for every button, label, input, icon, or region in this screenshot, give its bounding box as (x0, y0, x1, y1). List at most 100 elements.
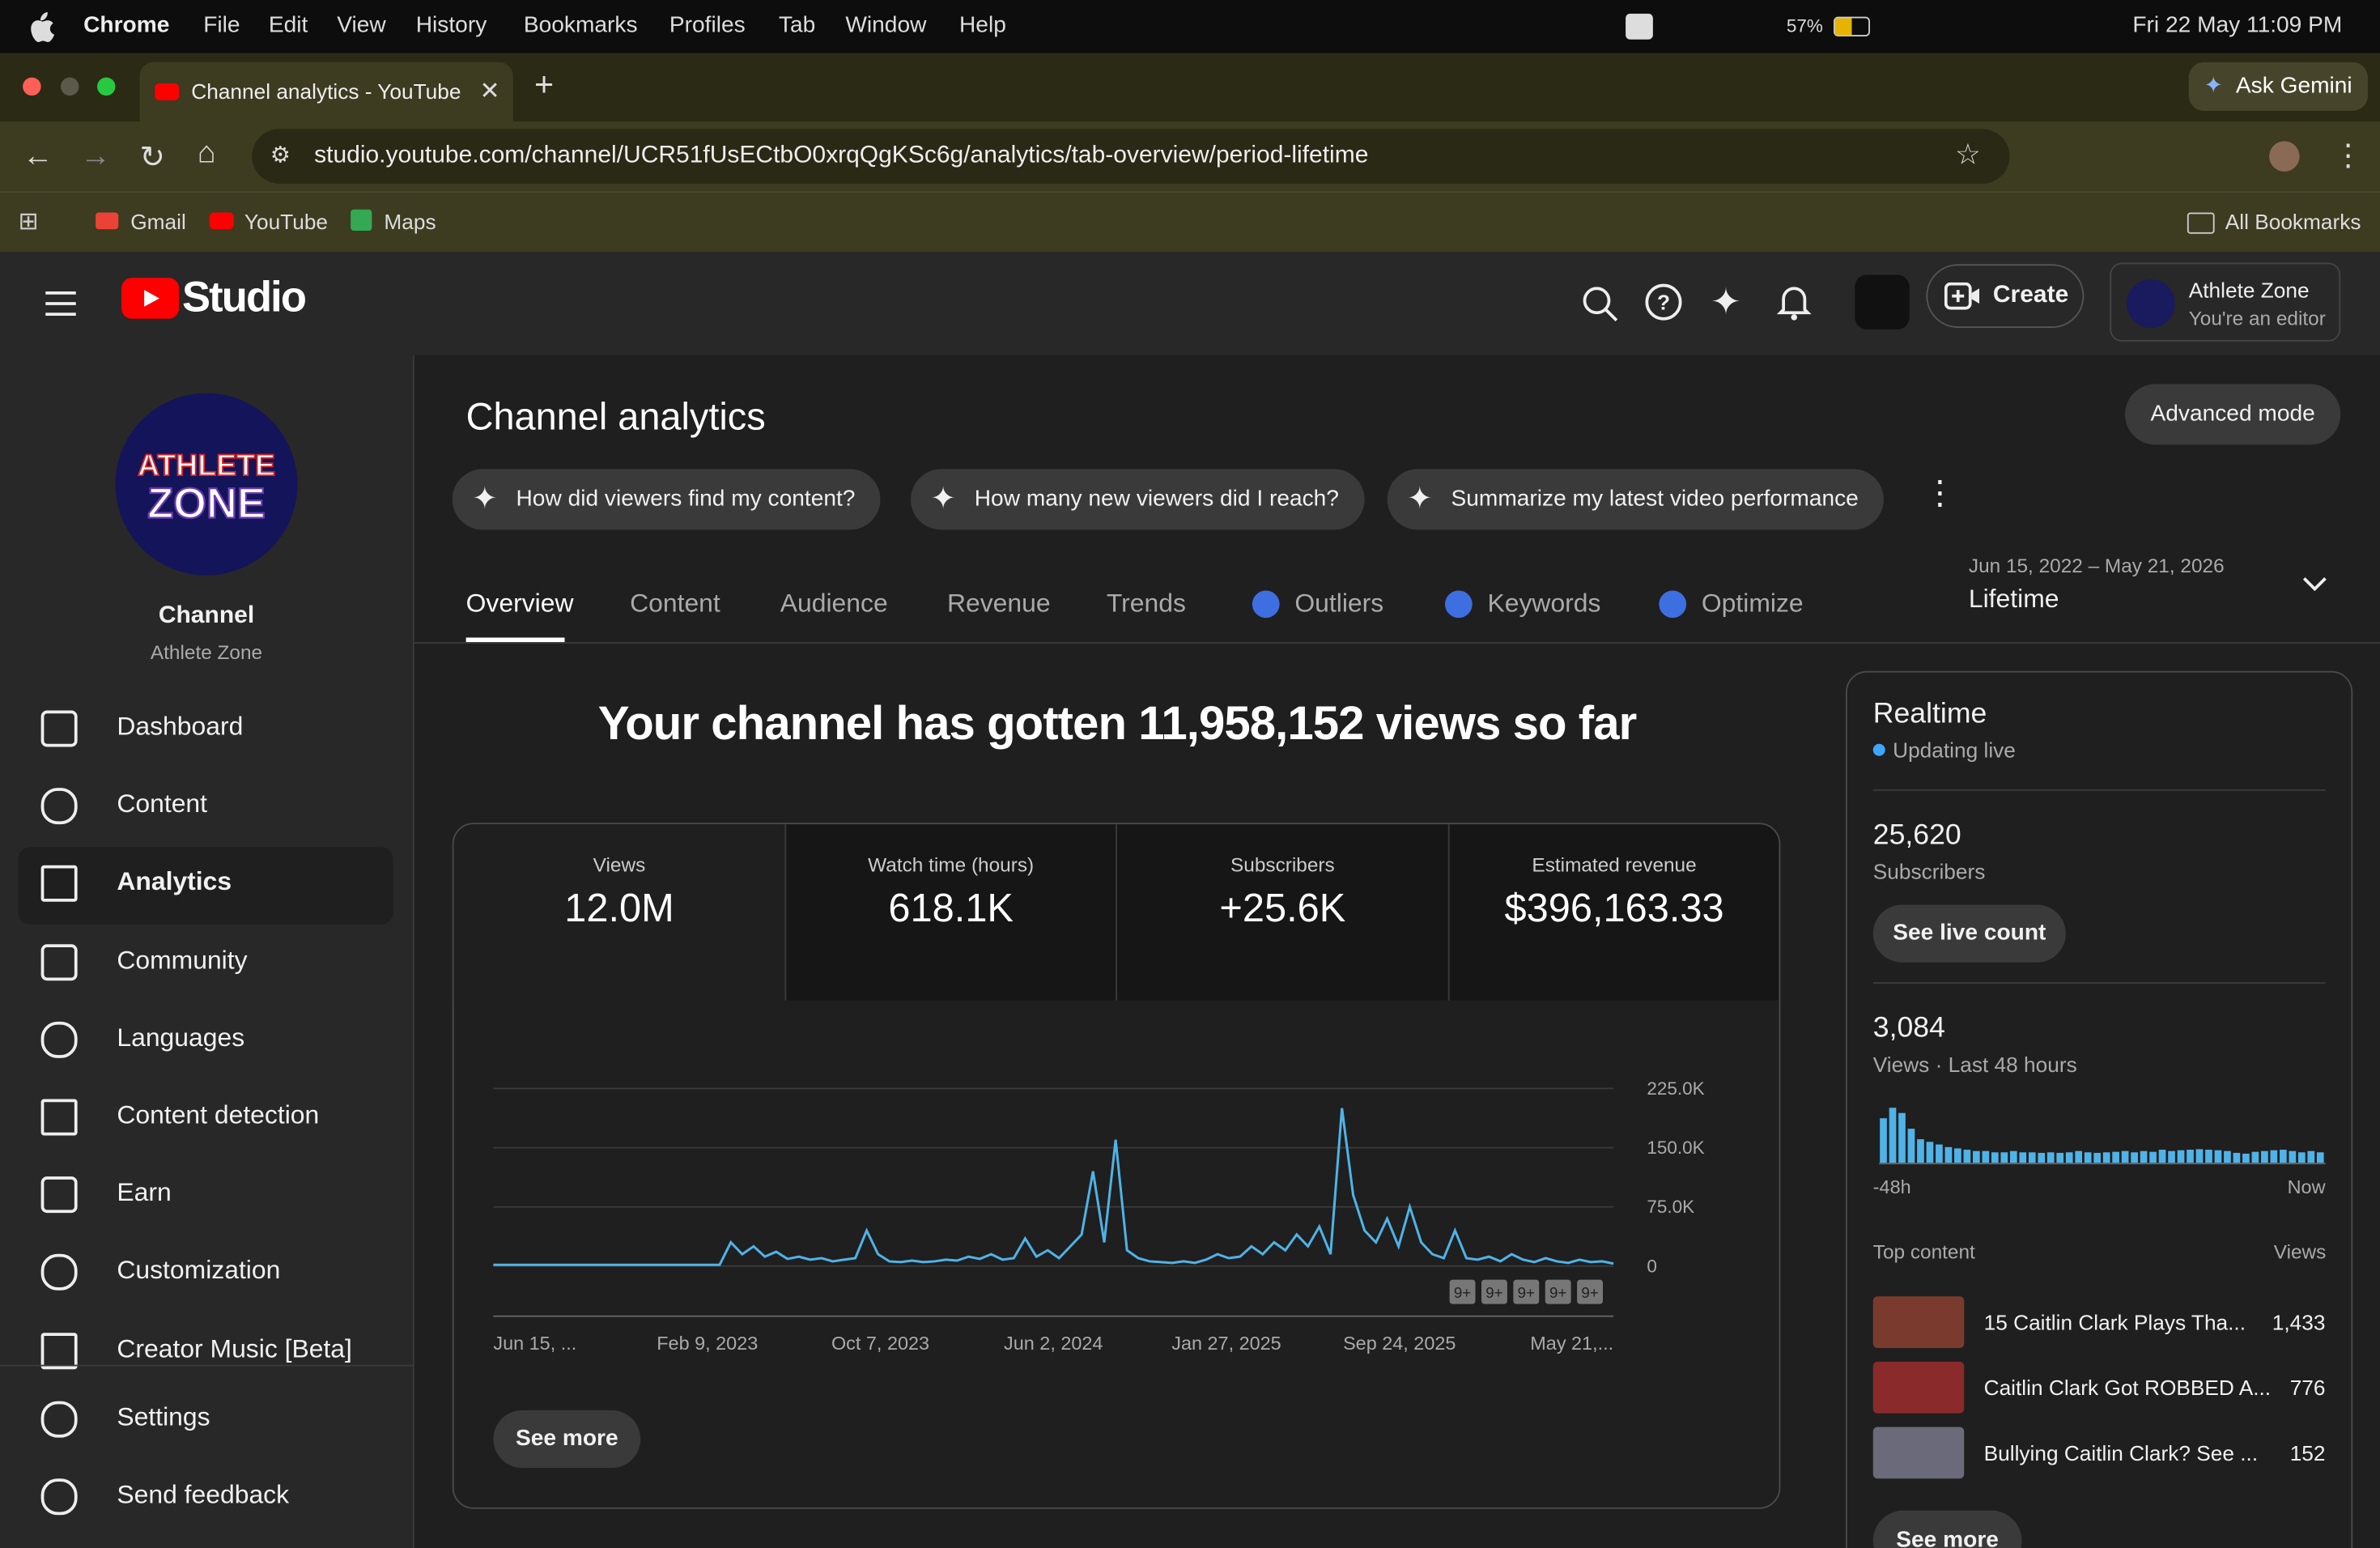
menu-item[interactable]: View (337, 12, 386, 38)
bar (1963, 1150, 1971, 1163)
status-icon[interactable] (1626, 13, 1653, 40)
url[interactable]: studio.youtube.com/channel/UCR51fUsECtbO… (314, 142, 1369, 169)
close-window[interactable] (23, 77, 41, 96)
video-thumbnail[interactable] (1872, 1427, 1965, 1479)
youtube-logo[interactable] (121, 278, 180, 319)
tab[interactable]: Trends (1106, 589, 1186, 619)
create-button[interactable]: Create (1926, 264, 2085, 328)
app-icon[interactable] (1855, 274, 1910, 330)
overview-card: Views 12.0M Watch time (hours) 618.1K Subscr… (452, 823, 1781, 1509)
forward-button[interactable]: → (80, 139, 111, 173)
minimize-window[interactable] (61, 77, 79, 96)
bookmark-star[interactable]: ☆ (1955, 139, 1981, 172)
tab[interactable]: Keywords (1487, 589, 1601, 619)
account-switcher[interactable]: Athlete Zone You're an editor (2110, 262, 2341, 342)
menu-item[interactable]: Tab (778, 12, 816, 38)
zoom-window[interactable] (97, 77, 116, 96)
nav-item[interactable]: Languages (117, 1023, 245, 1052)
hamburger-menu[interactable] (43, 288, 79, 319)
home-button[interactable]: ⌂ (197, 136, 216, 170)
nav-item[interactable]: Creator Music [Beta] (117, 1333, 352, 1363)
bookmark[interactable]: Maps (384, 209, 436, 234)
date-picker[interactable]: Jun 15, 2022 – May 21, 2026 Lifetime (1955, 546, 2335, 623)
active-nav-highlight (18, 847, 393, 925)
nav-item[interactable]: Customization (117, 1256, 281, 1285)
tab[interactable]: Revenue (947, 589, 1051, 619)
notifications-button[interactable] (1776, 283, 1813, 322)
bar (2224, 1150, 2231, 1163)
nav-item[interactable]: Settings (117, 1402, 210, 1432)
menu-item[interactable]: Bookmarks (523, 12, 638, 38)
new-tab[interactable]: + (534, 65, 555, 104)
nav-item[interactable]: Dashboard (117, 712, 244, 741)
bar (1926, 1142, 1934, 1163)
site-info-icon[interactable]: ⚙ (270, 142, 291, 169)
prompt-chip[interactable]: ✦ How did viewers find my content? (452, 469, 882, 530)
annotation-badge[interactable] (1449, 1279, 1476, 1304)
see-live-count-button[interactable]: See live count (1872, 904, 2066, 963)
nav-icon (40, 788, 78, 825)
more-options[interactable]: ⋮ (1923, 474, 1957, 512)
tab[interactable]: Overview (465, 589, 574, 619)
gemini-button[interactable]: ✦ (1711, 282, 1741, 324)
video-thumbnail[interactable] (1872, 1361, 1965, 1414)
search-button[interactable] (1580, 284, 1620, 324)
annotation-badge[interactable] (1577, 1279, 1603, 1304)
bar (2102, 1152, 2110, 1163)
nav-item[interactable]: Content detection (117, 1100, 320, 1129)
nav-item[interactable]: Send feedback (117, 1480, 290, 1509)
tab-close[interactable]: ✕ (479, 79, 500, 105)
menu-item[interactable]: History (415, 12, 487, 38)
tab[interactable]: Outliers (1294, 589, 1384, 619)
active-tab[interactable]: Channel analytics - YouTube S ✕ (139, 62, 513, 121)
battery-percent: 57% (1786, 15, 1823, 36)
app-name[interactable]: Chrome (83, 12, 170, 38)
apps-icon[interactable]: ⊞ (18, 209, 39, 236)
menu-item[interactable]: Window (845, 12, 927, 38)
nav-item[interactable]: Analytics (117, 867, 232, 896)
ask-gemini-button[interactable]: ✦ Ask Gemini (2188, 62, 2368, 111)
nav-item[interactable]: Community (117, 945, 248, 974)
clock[interactable]: Fri 22 May 11:09 PM (2132, 12, 2343, 38)
all-bookmarks[interactable]: All Bookmarks (2225, 209, 2361, 234)
bar (2149, 1151, 2157, 1163)
studio-logo[interactable]: Studio (182, 273, 307, 321)
help-button[interactable]: ? (1644, 283, 1684, 322)
address-bar[interactable]: ⚙ studio.youtube.com/channel/UCR51fUsECt… (252, 129, 2010, 184)
annotation-badge[interactable] (1481, 1279, 1507, 1304)
menu-item[interactable]: Help (959, 12, 1006, 38)
prompt-chip[interactable]: ✦ How many new viewers did I reach? (911, 469, 1365, 530)
bookmark[interactable]: YouTube (244, 209, 329, 234)
see-more-button[interactable]: See more (1872, 1510, 2022, 1548)
video-thumbnail[interactable] (1872, 1296, 1965, 1348)
profile-avatar[interactable] (2269, 141, 2300, 172)
nav-item[interactable]: Earn (117, 1178, 172, 1207)
annotation-badge[interactable] (1545, 1279, 1571, 1304)
back-button[interactable]: ← (23, 139, 53, 173)
menu-item[interactable]: Profiles (669, 12, 746, 38)
video-title[interactable]: 15 Caitlin Clark Plays Tha... (1983, 1310, 2246, 1335)
nav-item[interactable]: Content (117, 789, 208, 819)
reload-button[interactable]: ↻ (139, 141, 165, 175)
see-more-button[interactable]: See more (493, 1410, 641, 1469)
browser-menu[interactable]: ⋮ (2332, 139, 2364, 173)
menu-item[interactable]: File (203, 12, 240, 38)
apple-logo[interactable] (28, 12, 55, 43)
menu-item[interactable]: Edit (268, 12, 308, 38)
advanced-mode-button[interactable]: Advanced mode (2125, 384, 2341, 445)
tab[interactable]: Content (630, 589, 720, 619)
prompt-chip[interactable]: ✦ Summarize my latest video performance (1387, 469, 1885, 530)
video-title[interactable]: Caitlin Clark Got ROBBED A... (1983, 1375, 2272, 1400)
video-title[interactable]: Bullying Caitlin Clark? See ... (1983, 1440, 2259, 1465)
annotation-badge[interactable] (1513, 1279, 1540, 1304)
bar (2251, 1151, 2259, 1163)
bookmark[interactable]: Gmail (130, 209, 186, 234)
realtime-title: Realtime (1872, 698, 1987, 730)
battery-icon[interactable] (1834, 16, 1870, 36)
tab[interactable]: Audience (780, 589, 888, 619)
bar (2158, 1150, 2166, 1163)
tab[interactable]: Optimize (1701, 589, 1804, 619)
page-title: Channel analytics (465, 396, 766, 439)
metric-card-selected[interactable] (453, 824, 785, 1001)
